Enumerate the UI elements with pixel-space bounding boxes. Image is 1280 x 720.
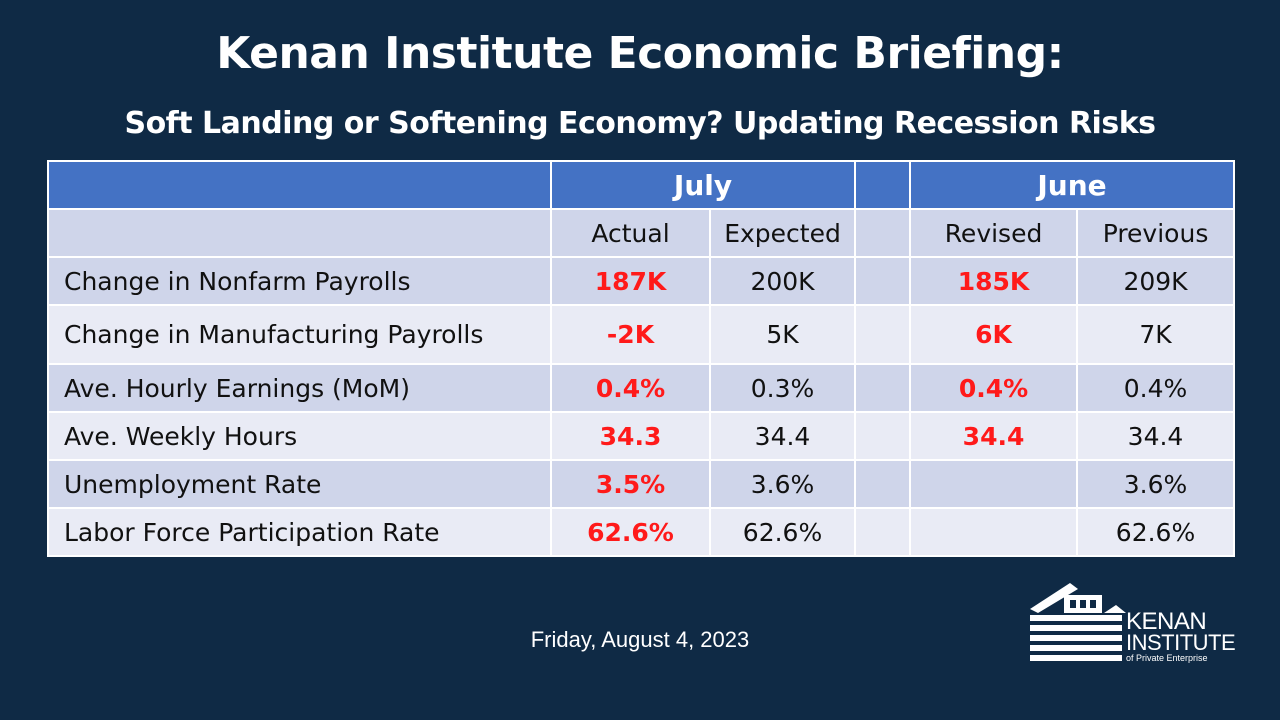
spacer-cell: [854, 304, 912, 365]
logo-institute: INSTITUTE: [1126, 630, 1236, 655]
group-header-june: June: [909, 160, 1236, 210]
logo-tagline: of Private Enterprise: [1126, 653, 1208, 663]
column-header-revised: Revised: [909, 208, 1079, 258]
cell-previous: 3.6%: [1076, 459, 1236, 509]
cell-revised: 6K: [909, 304, 1079, 365]
row-label: Ave. Weekly Hours: [47, 411, 552, 461]
table-column-header-row: Actual Expected Revised Previous: [47, 208, 1236, 258]
jobs-report-table: July June Actual Expected Revised Previo…: [47, 160, 1236, 557]
cell-expected: 200K: [708, 256, 857, 306]
table-row: Ave. Weekly Hours 34.3 34.4 34.4 34.4: [47, 411, 1236, 461]
cell-actual: -2K: [550, 304, 711, 365]
row-label: Unemployment Rate: [47, 459, 552, 509]
group-header-july: July: [549, 160, 857, 210]
cell-expected: 5K: [708, 304, 857, 365]
subheader-blank-cell: [47, 208, 552, 258]
building-logo-icon: [1030, 583, 1126, 661]
cell-revised: 0.4%: [909, 363, 1079, 413]
cell-actual: 0.4%: [550, 363, 711, 413]
header-spacer-cell: [854, 160, 912, 210]
subheader-spacer-cell: [854, 208, 912, 258]
table-row: Change in Nonfarm Payrolls 187K 200K 185…: [47, 256, 1236, 306]
row-label: Change in Manufacturing Payrolls: [47, 304, 552, 365]
column-header-previous: Previous: [1076, 208, 1236, 258]
row-label: Change in Nonfarm Payrolls: [47, 256, 552, 306]
table-group-header-row: July June: [47, 160, 1236, 210]
table-row: Change in Manufacturing Payrolls -2K 5K …: [47, 304, 1236, 365]
table-row: Ave. Hourly Earnings (MoM) 0.4% 0.3% 0.4…: [47, 363, 1236, 413]
spacer-cell: [854, 507, 912, 557]
row-label: Labor Force Participation Rate: [47, 507, 552, 557]
cell-previous: 7K: [1076, 304, 1236, 365]
cell-revised: 34.4: [909, 411, 1079, 461]
cell-previous: 34.4: [1076, 411, 1236, 461]
logo-name: KENAN: [1126, 608, 1207, 635]
spacer-cell: [854, 256, 912, 306]
cell-previous: 62.6%: [1076, 507, 1236, 557]
cell-actual: 187K: [550, 256, 711, 306]
spacer-cell: [854, 411, 912, 461]
slide-title: Kenan Institute Economic Briefing:: [216, 28, 1064, 79]
cell-revised: 185K: [909, 256, 1079, 306]
header-blank-cell: [47, 160, 552, 210]
cell-actual: 34.3: [550, 411, 711, 461]
cell-expected: 34.4: [708, 411, 857, 461]
cell-expected: 0.3%: [708, 363, 857, 413]
cell-revised: [909, 459, 1079, 509]
table-row: Labor Force Participation Rate 62.6% 62.…: [47, 507, 1236, 557]
slide-subtitle: Soft Landing or Softening Economy? Updat…: [124, 106, 1156, 141]
cell-expected: 3.6%: [708, 459, 857, 509]
cell-previous: 209K: [1076, 256, 1236, 306]
spacer-cell: [854, 363, 912, 413]
cell-revised: [909, 507, 1079, 557]
column-header-expected: Expected: [708, 208, 857, 258]
kenan-institute-logo: KENAN INSTITUTE of Private Enterprise: [1030, 583, 1236, 663]
table-row: Unemployment Rate 3.5% 3.6% 3.6%: [47, 459, 1236, 509]
column-header-actual: Actual: [550, 208, 711, 258]
cell-previous: 0.4%: [1076, 363, 1236, 413]
spacer-cell: [854, 459, 912, 509]
cell-actual: 62.6%: [550, 507, 711, 557]
row-label: Ave. Hourly Earnings (MoM): [47, 363, 552, 413]
cell-expected: 62.6%: [708, 507, 857, 557]
cell-actual: 3.5%: [550, 459, 711, 509]
briefing-date: Friday, August 4, 2023: [530, 627, 750, 652]
